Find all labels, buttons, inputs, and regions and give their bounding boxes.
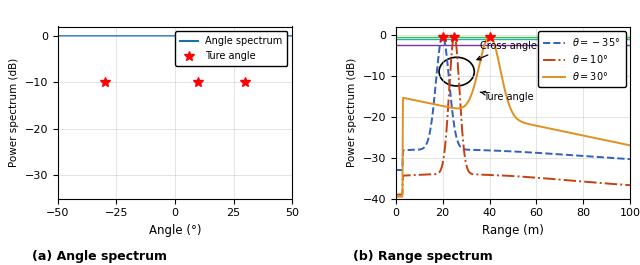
Text: (b) Range spectrum: (b) Range spectrum [353,250,492,263]
$\theta = -35°$ [596,156,604,159]
Legend: $\theta = -35°$, $\theta = 10°$, $\theta = 30°$: $\theta = -35°$, $\theta = 10°$, $\theta… [538,31,625,87]
$\theta = 30°$ [392,195,399,198]
Text: (a) Angle spectrum: (a) Angle spectrum [32,250,166,263]
Y-axis label: Power spectrum (dB): Power spectrum (dB) [9,58,19,167]
$\theta = 10°$ [392,193,399,196]
$\theta = 10°$ [433,173,440,176]
$\theta = -35°$ [482,149,490,152]
$\theta = 30°$ [486,34,493,38]
$\theta = 30°$ [482,39,490,43]
X-axis label: Angle (°): Angle (°) [148,224,201,237]
$\theta = 10°$ [596,182,604,185]
Line: $\theta = -35°$: $\theta = -35°$ [396,36,630,170]
Line: $\theta = 30°$: $\theta = 30°$ [396,36,630,197]
$\theta = 10°$ [622,183,630,187]
$\theta = 10°$ [627,184,634,187]
$\theta = 30°$ [433,103,440,106]
$\theta = 10°$ [492,174,500,177]
$\theta = -35°$ [492,149,500,152]
$\theta = 30°$ [596,138,604,141]
$\theta = 30°$ [492,48,500,51]
$\theta = 10°$ [451,34,458,38]
$\theta = -35°$ [419,147,426,150]
Y-axis label: Power spectrum (dB): Power spectrum (dB) [347,58,357,167]
$\theta = 30°$ [419,100,426,103]
Text: Ture angle: Ture angle [480,91,534,102]
$\theta = 10°$ [419,173,426,176]
X-axis label: Range (m): Range (m) [482,224,544,237]
Line: $\theta = 10°$: $\theta = 10°$ [396,36,630,195]
$\theta = -35°$ [439,34,447,38]
$\theta = -35°$ [622,157,630,161]
$\theta = -35°$ [627,158,634,161]
Text: Cross angle: Cross angle [477,41,537,60]
Legend: Angle spectrum, Ture angle: Angle spectrum, Ture angle [175,31,287,66]
$\theta = -35°$ [392,169,399,172]
$\theta = 10°$ [482,173,490,176]
$\theta = 30°$ [627,144,634,147]
$\theta = 30°$ [622,143,630,146]
$\theta = -35°$ [433,76,440,79]
